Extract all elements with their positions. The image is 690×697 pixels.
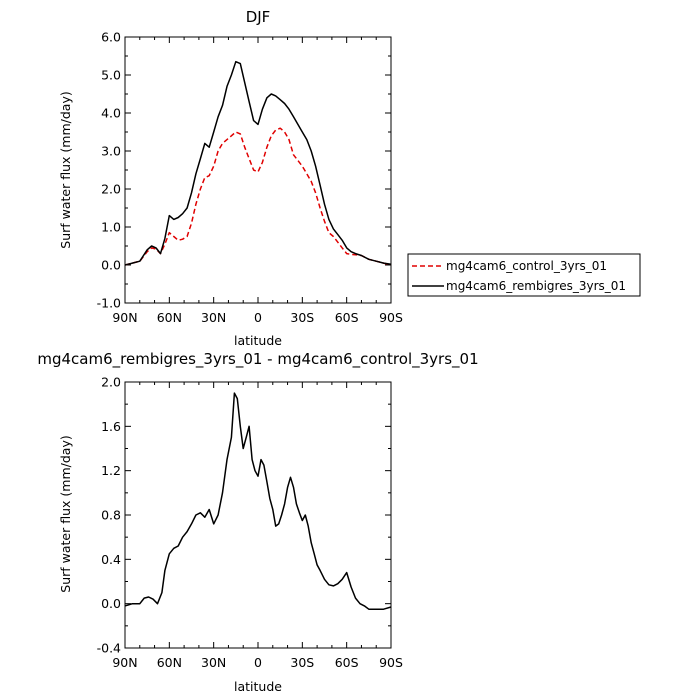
- bottom-x-tick-label: 90N: [112, 655, 137, 670]
- top-y-tick-label: 4.0: [101, 106, 121, 121]
- bottom-x-tick-label: 60S: [335, 655, 359, 670]
- bottom-series-line-0: [124, 392, 392, 610]
- bottom-y-tick-label: -0.4: [97, 641, 121, 656]
- bottom-chart-title: mg4cam6_rembigres_3yrs_01 - mg4cam6_cont…: [37, 350, 478, 369]
- legend-label-rembigres: mg4cam6_rembigres_3yrs_01: [446, 279, 626, 293]
- top-x-tick-label: 90S: [379, 310, 403, 325]
- bottom-x-tick-label: 30S: [290, 655, 314, 670]
- top-x-tick-label: 0: [254, 310, 262, 325]
- bottom-x-tick-label: 0: [254, 655, 262, 670]
- top-y-tick-label: 5.0: [101, 68, 121, 83]
- top-legend: mg4cam6_control_3yrs_01 mg4cam6_rembigre…: [407, 253, 641, 297]
- top-x-tick-label: 60N: [157, 310, 182, 325]
- top-series-lines: [124, 60, 392, 266]
- bottom-y-tick-label: 2.0: [101, 375, 121, 390]
- top-chart-title: DJF: [246, 8, 271, 26]
- bottom-y-tick-label: 0.4: [101, 552, 121, 567]
- bottom-y-tick-label: 0.0: [101, 596, 121, 611]
- bottom-axis-ticks: 90N 60N 30N 0 30S 60S 90S -0.4 0.0 0.4 0.8 1.2 1.6 2.…: [97, 375, 403, 671]
- bottom-y-axis-label: Surf water flux (mm/day): [58, 435, 73, 592]
- legend-box: [407, 253, 641, 297]
- top-y-axis-label: Surf water flux (mm/day): [58, 91, 73, 248]
- top-y-tick-label: 1.0: [101, 220, 121, 235]
- top-series-line-1: [124, 60, 392, 266]
- bottom-y-tick-label: 1.2: [101, 463, 121, 478]
- bottom-series-lines: [124, 392, 392, 610]
- top-plot-frame: [124, 36, 392, 304]
- top-x-tick-label: 30S: [290, 310, 314, 325]
- top-axis-ticks: 90N 60N 30N 0 30S 60S 90S -1.0 0.0 1.0 2.0 3.0 4.0 5.…: [97, 30, 403, 326]
- top-x-tick-label: 90N: [112, 310, 137, 325]
- top-series-line-0: [124, 127, 392, 266]
- top-x-tick-label: 30N: [201, 310, 226, 325]
- top-y-tick-label: 3.0: [101, 144, 121, 159]
- bottom-x-axis-label: latitude: [234, 679, 282, 694]
- bottom-y-tick-label: 1.6: [101, 419, 121, 434]
- bottom-x-tick-label: 90S: [379, 655, 403, 670]
- top-y-tick-label: -1.0: [97, 296, 121, 311]
- top-x-tick-label: 60S: [335, 310, 359, 325]
- top-panel: DJF latitude Surf water flux (mm/day) 90…: [58, 8, 403, 348]
- bottom-panel: mg4cam6_rembigres_3yrs_01 - mg4cam6_cont…: [37, 350, 478, 694]
- top-y-tick-label: 6.0: [101, 30, 121, 45]
- bottom-plot-frame: [124, 381, 392, 649]
- top-y-tick-label: 0.0: [101, 258, 121, 273]
- bottom-y-tick-label: 0.8: [101, 508, 121, 523]
- top-y-tick-label: 2.0: [101, 182, 121, 197]
- bottom-x-tick-label: 30N: [201, 655, 226, 670]
- bottom-x-tick-label: 60N: [157, 655, 182, 670]
- top-x-axis-label: latitude: [234, 333, 282, 348]
- legend-label-control: mg4cam6_control_3yrs_01: [446, 259, 607, 273]
